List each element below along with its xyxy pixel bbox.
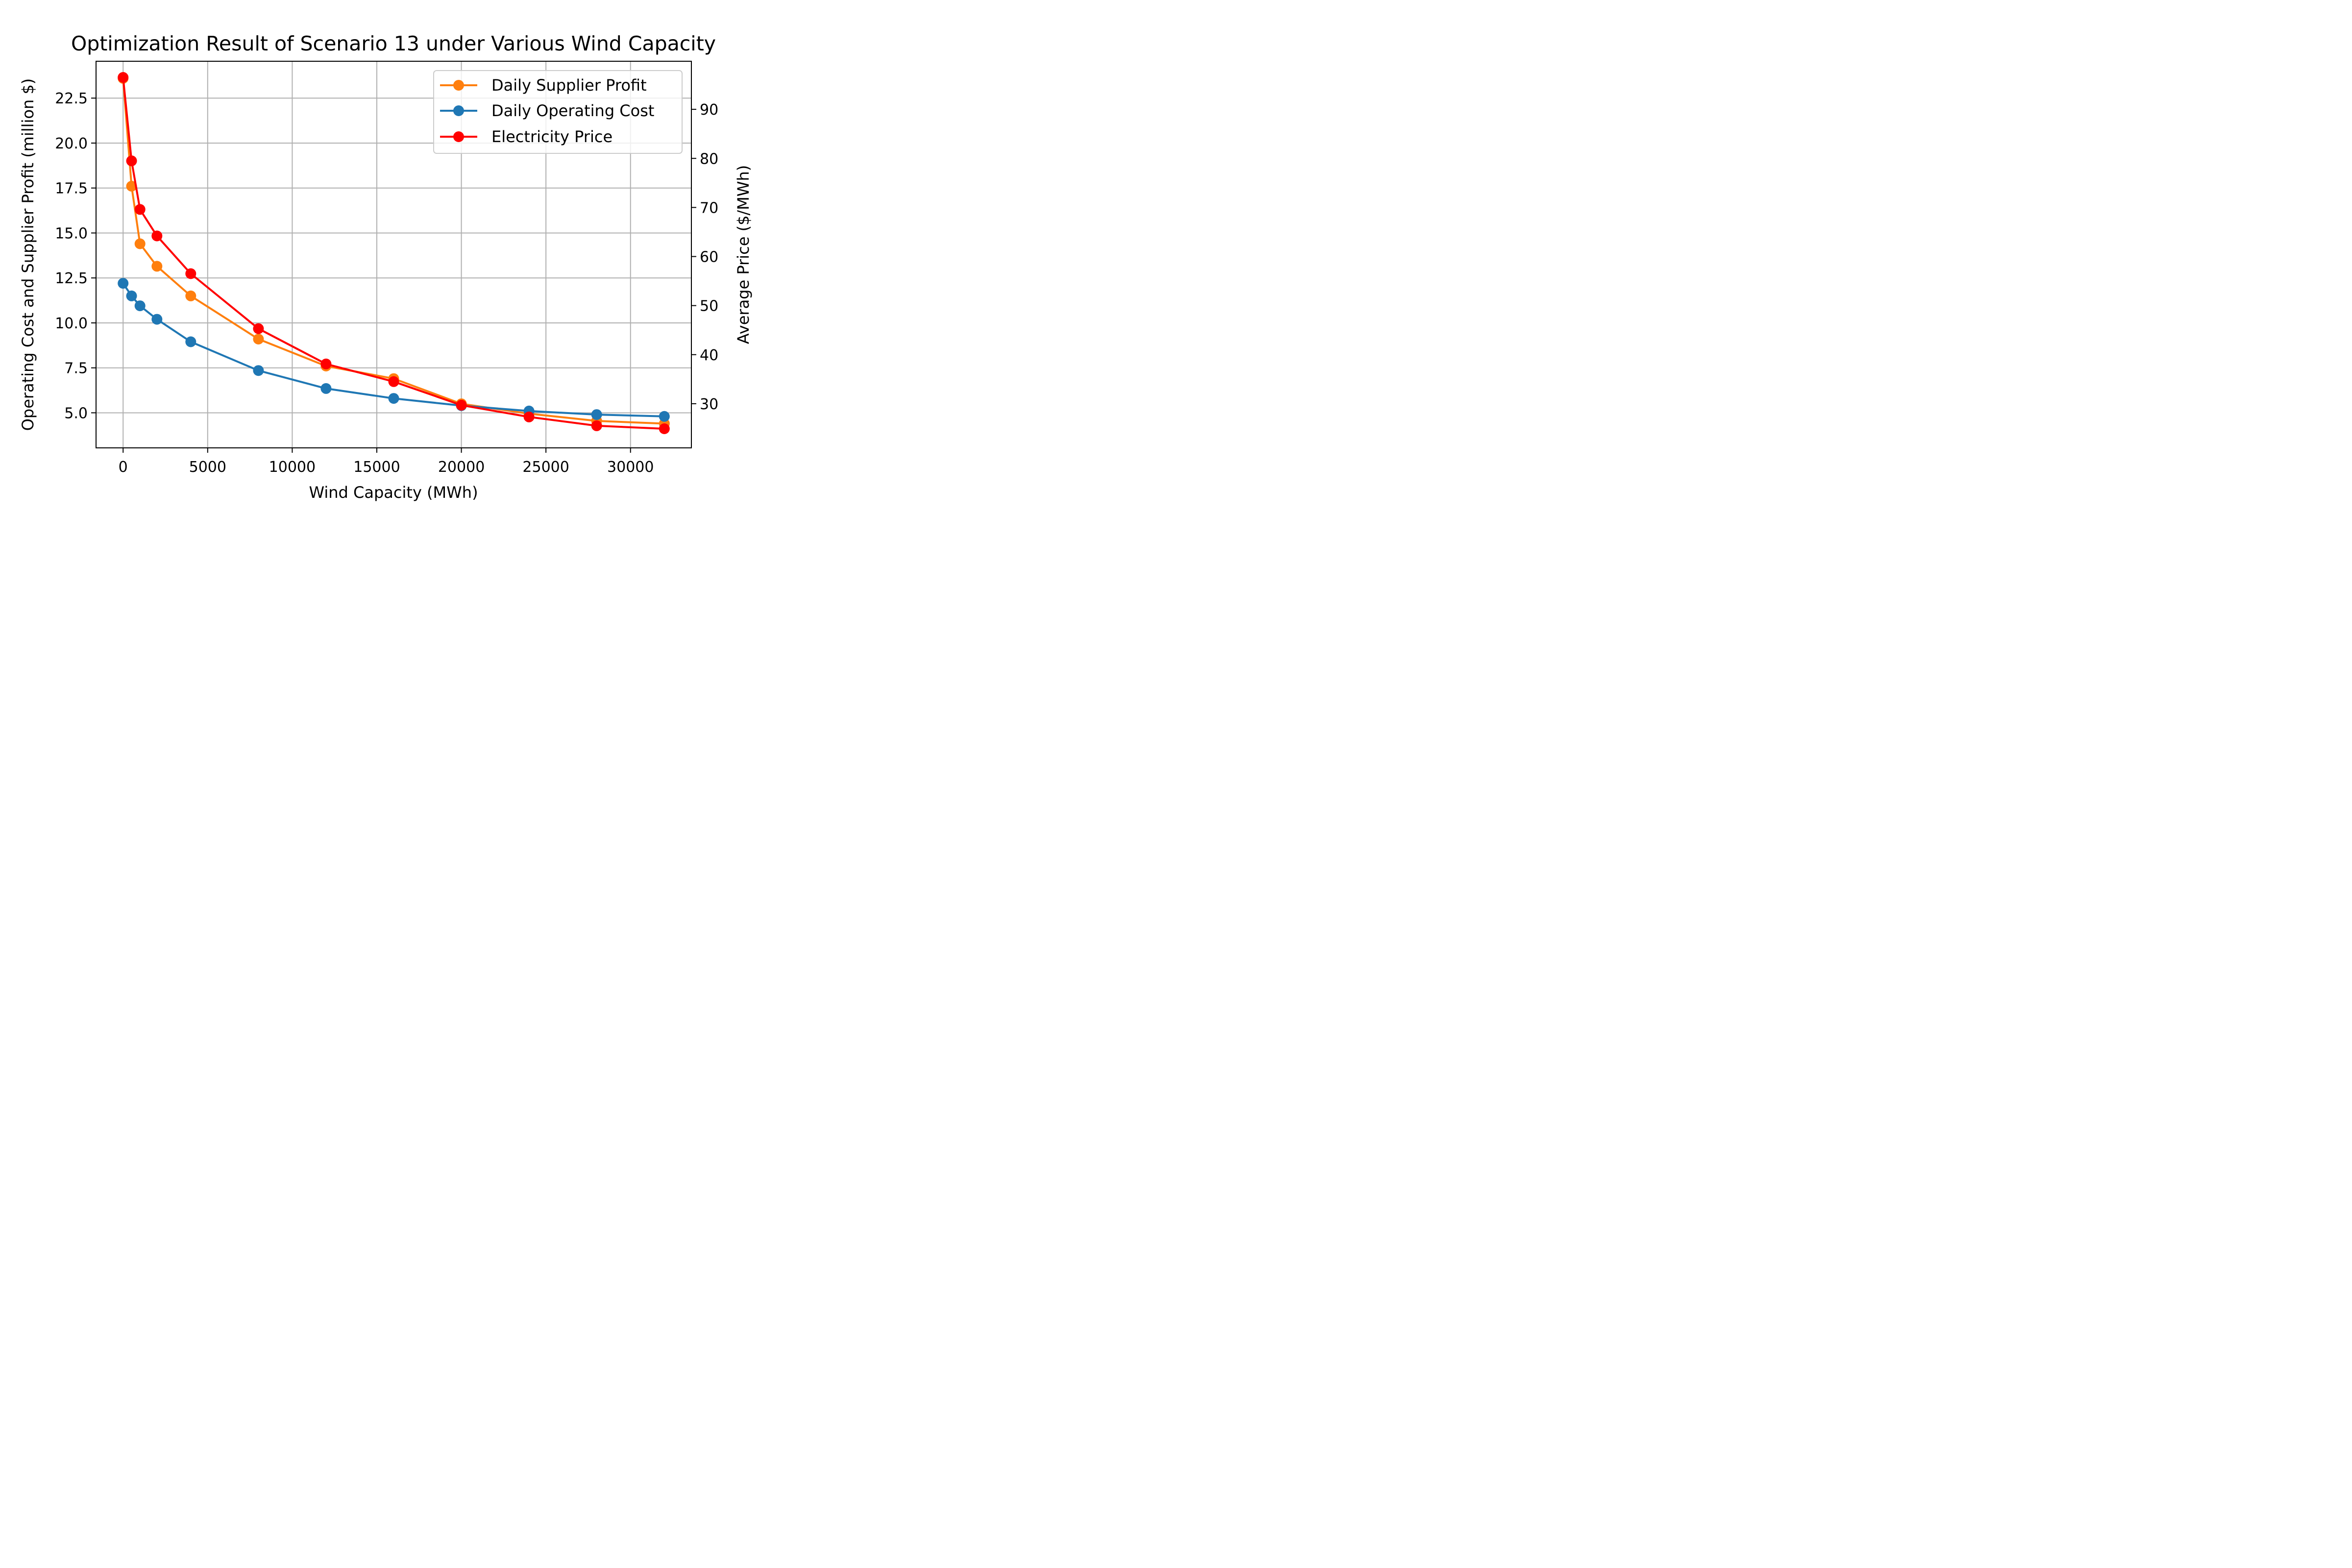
plot-frame bbox=[96, 61, 692, 448]
y2-tick-label: 60 bbox=[700, 249, 718, 266]
data-point-daily-operating-cost bbox=[134, 300, 146, 312]
y2-tick-label: 40 bbox=[700, 347, 718, 364]
y2-tick-label: 90 bbox=[700, 101, 718, 119]
y2-tick-label: 50 bbox=[700, 298, 718, 315]
y-tick-label: 12.5 bbox=[55, 270, 88, 287]
data-point-electricity-price bbox=[118, 72, 129, 83]
x-tick-label: 25000 bbox=[522, 459, 569, 476]
x-axis-label: Wind Capacity (MWh) bbox=[309, 483, 478, 502]
y2-tick-label: 80 bbox=[700, 150, 718, 168]
legend-marker-swatch bbox=[453, 80, 464, 91]
series-line-daily-supplier-profit bbox=[122, 78, 664, 425]
y-tick-label: 7.5 bbox=[64, 360, 88, 377]
data-point-electricity-price bbox=[185, 268, 196, 279]
y2-tick-label: 30 bbox=[700, 396, 718, 413]
series-line-electricity-price bbox=[122, 77, 664, 430]
y-axis-ticks: 5.0 7.5 10.0 12.5 15.0 17.5 20.0 22.5 bbox=[55, 90, 96, 422]
chart-title: Optimization Result of Scenario 13 under… bbox=[71, 32, 716, 55]
data-point-daily-supplier-profit bbox=[151, 261, 163, 272]
x-tick-label: 30000 bbox=[607, 459, 654, 476]
y2-axis-label: Average Price ($/MWh) bbox=[734, 165, 753, 344]
legend-entry: Electricity Price bbox=[440, 127, 612, 146]
plot-series bbox=[118, 72, 670, 434]
legend-label: Daily Operating Cost bbox=[491, 101, 654, 120]
data-point-daily-operating-cost bbox=[320, 383, 332, 394]
data-point-daily-operating-cost bbox=[388, 393, 399, 404]
data-point-daily-supplier-profit bbox=[126, 181, 137, 192]
data-point-daily-operating-cost bbox=[591, 409, 602, 420]
data-point-daily-operating-cost bbox=[659, 411, 670, 422]
y2-axis-ticks: 30 40 50 60 70 80 90 bbox=[691, 101, 718, 413]
data-point-electricity-price bbox=[134, 204, 146, 215]
data-point-electricity-price bbox=[523, 411, 535, 422]
legend-marker-swatch bbox=[453, 105, 464, 116]
legend-marker-swatch bbox=[453, 131, 464, 142]
legend-box bbox=[433, 70, 683, 154]
legend-entry: Daily Supplier Profit bbox=[440, 76, 647, 95]
data-point-electricity-price bbox=[320, 358, 332, 369]
data-point-daily-operating-cost bbox=[118, 278, 129, 289]
x-tick-label: 0 bbox=[119, 459, 128, 476]
x-axis-ticks: 0 5000 10000 15000 20000 25000 30000 bbox=[119, 448, 654, 476]
y-tick-label: 20.0 bbox=[55, 135, 88, 152]
x-tick-label: 20000 bbox=[438, 459, 485, 476]
legend-label: Daily Supplier Profit bbox=[491, 76, 647, 95]
y-axis-label: Operating Cost and Supplier Profit (mill… bbox=[19, 78, 37, 431]
data-point-daily-operating-cost bbox=[126, 290, 137, 301]
data-point-daily-supplier-profit bbox=[185, 290, 196, 301]
data-point-daily-supplier-profit bbox=[134, 238, 146, 249]
data-point-electricity-price bbox=[126, 155, 137, 167]
data-point-electricity-price bbox=[591, 420, 602, 431]
data-point-electricity-price bbox=[659, 423, 670, 434]
y-tick-label: 22.5 bbox=[55, 90, 88, 107]
grid-lines bbox=[96, 61, 691, 448]
data-point-electricity-price bbox=[388, 376, 399, 387]
y-tick-label: 5.0 bbox=[64, 405, 88, 422]
x-tick-label: 10000 bbox=[269, 459, 316, 476]
data-point-electricity-price bbox=[456, 399, 467, 411]
y-tick-label: 15.0 bbox=[55, 225, 88, 242]
x-tick-label: 5000 bbox=[189, 459, 226, 476]
data-point-daily-supplier-profit bbox=[253, 334, 264, 344]
legend-entry: Daily Operating Cost bbox=[440, 101, 654, 120]
data-point-daily-operating-cost bbox=[151, 314, 163, 325]
y2-tick-label: 70 bbox=[700, 199, 718, 217]
data-point-electricity-price bbox=[151, 230, 163, 242]
chart-figure: Optimization Result of Scenario 13 under… bbox=[0, 0, 764, 510]
data-point-electricity-price bbox=[253, 323, 264, 334]
x-tick-label: 15000 bbox=[353, 459, 400, 476]
series-electricity-price bbox=[118, 72, 670, 434]
y-tick-label: 10.0 bbox=[55, 315, 88, 332]
legend-label: Electricity Price bbox=[491, 127, 612, 146]
data-point-daily-operating-cost bbox=[253, 365, 264, 376]
legend: Daily Supplier Profit Daily Operating Cos… bbox=[433, 70, 683, 154]
data-point-daily-operating-cost bbox=[185, 336, 196, 347]
y-tick-label: 17.5 bbox=[55, 180, 88, 197]
